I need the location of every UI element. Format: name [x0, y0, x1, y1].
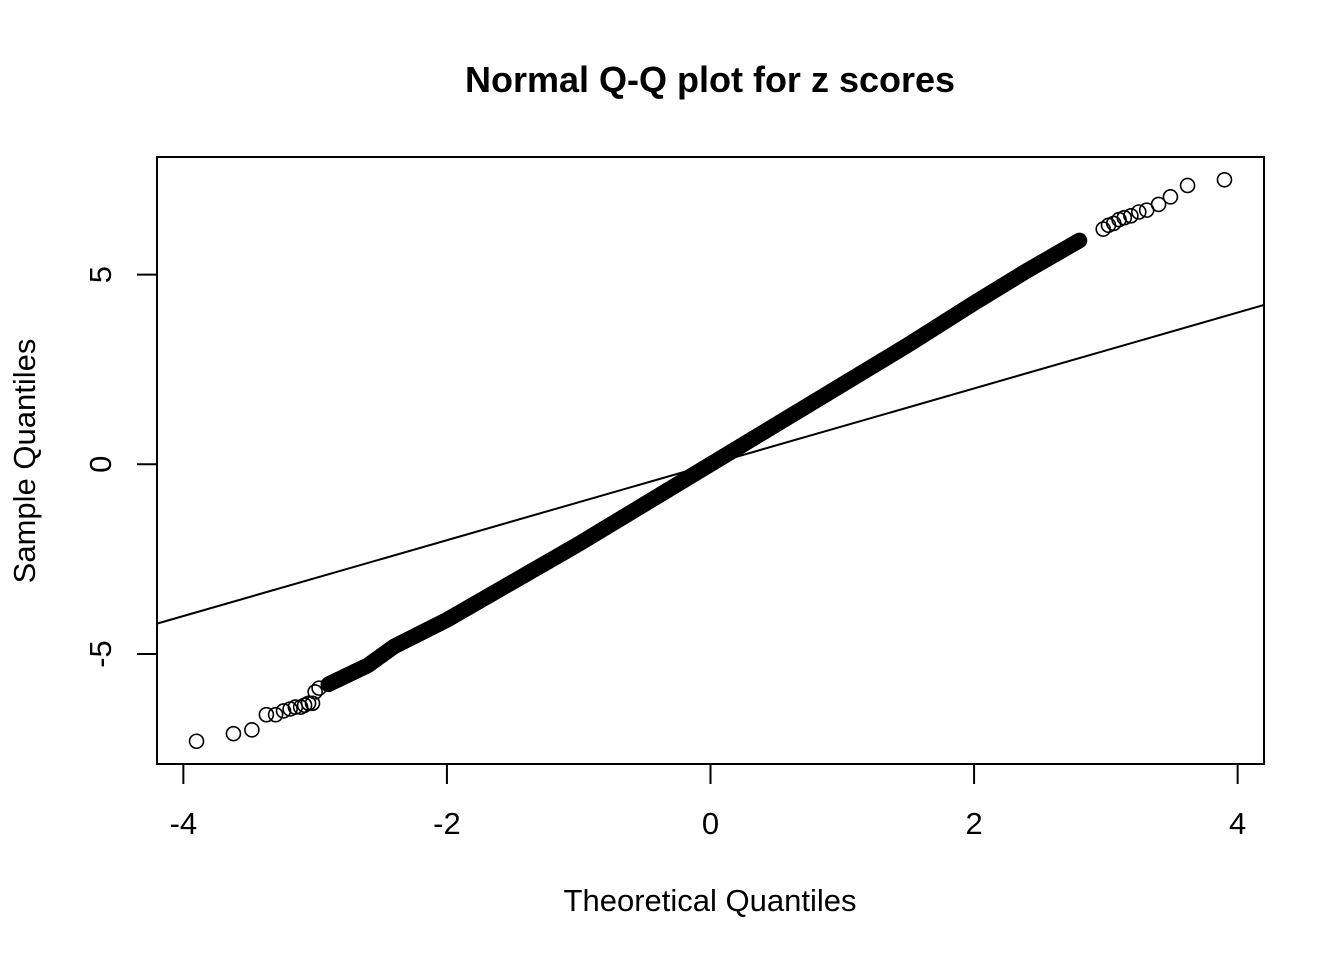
- y-axis: -5 0 5: [83, 266, 158, 668]
- data-point: [1131, 204, 1147, 220]
- data-point: [300, 695, 317, 712]
- data-point: [311, 680, 327, 696]
- data-point: [244, 722, 260, 738]
- data-point: [1162, 189, 1179, 205]
- data-point: [225, 725, 242, 742]
- data-point: [304, 695, 321, 712]
- x-tick-label: 0: [702, 806, 719, 841]
- data-point: [1123, 208, 1139, 224]
- data-point: [258, 706, 275, 723]
- data-points: [188, 171, 1233, 750]
- data-point: [188, 733, 205, 750]
- data-point: [1216, 171, 1233, 188]
- x-tick-label: 4: [1229, 806, 1246, 841]
- data-point: [1150, 196, 1167, 213]
- data-point: [307, 684, 323, 700]
- x-axis: -4 -2 0 2 4: [170, 763, 1246, 841]
- x-axis-label: Theoretical Quantiles: [564, 883, 857, 918]
- data-point: [1116, 209, 1133, 226]
- data-point: [1071, 232, 1088, 249]
- x-tick-label: -4: [170, 806, 198, 841]
- data-point: [267, 706, 284, 723]
- data-point: [1179, 177, 1196, 194]
- y-tick-label: -5: [83, 640, 118, 668]
- x-tick-label: -2: [433, 806, 461, 841]
- y-tick-label: 5: [83, 266, 118, 283]
- y-axis-label: Sample Quantiles: [7, 339, 42, 584]
- y-tick-label: 0: [83, 456, 118, 473]
- x-tick-label: 2: [965, 806, 982, 841]
- data-point: [275, 703, 292, 719]
- chart-title: Normal Q-Q plot for z scores: [465, 59, 955, 100]
